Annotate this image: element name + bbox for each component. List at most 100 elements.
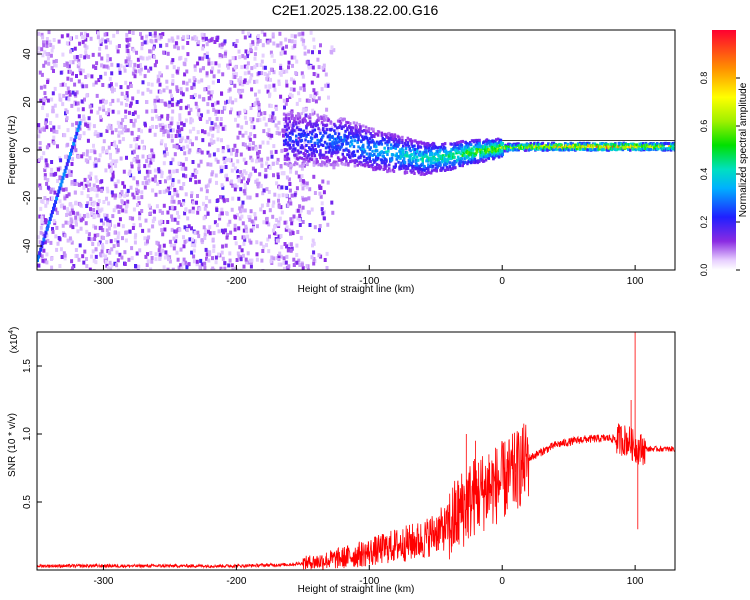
spectrogram-cell [260,30,264,35]
spectrogram-ridge-cell [415,148,419,152]
spectrogram-cell [76,154,80,159]
spectrogram-cell [241,253,245,258]
spectrogram-cell [149,160,153,165]
spectrogram-cell [157,167,161,172]
spectrogram-cell [231,162,235,167]
spectrogram-ridge-cell [394,146,397,150]
spectrogram-ridge-cell [353,164,357,168]
spectrogram-ridge-cell [303,159,306,163]
spectrogram-cell [47,52,51,57]
snr-y-axis: 0.51.01.5 [22,359,42,509]
spectrogram-ridge-cell [357,138,360,142]
spectrogram-cell [167,257,170,262]
spectrogram-cell [231,196,235,201]
spectrogram-cell [289,169,293,174]
spectrogram-cell [67,220,71,225]
spectrogram-cell [314,99,318,104]
spectrogram-ridge-cell [464,160,467,164]
spectrogram-ridge-cell [649,142,652,145]
spectrogram-cell [311,65,315,70]
spectrogram-cell [38,240,42,245]
spectrogram-cell [306,268,310,270]
spectrogram-cell [161,125,165,130]
spectrogram-cell [141,181,145,186]
spectrogram-cell [195,262,199,267]
spectrogram-cell [225,177,229,182]
spectrogram-cell [253,168,257,173]
spectrogram-cell [220,91,224,96]
spectrogram-cell [146,87,150,92]
spectrogram-cell [277,204,281,209]
spectrogram-cell [95,178,99,183]
spectrogram-ridge-cell [308,113,312,117]
spectrogram-cell [265,220,269,225]
spectrogram-cell [160,114,164,119]
spectrogram-cell [159,141,163,146]
spectrogram-cell [225,211,229,216]
spectrogram-cell [144,268,148,270]
spectrogram-cell [253,56,257,61]
spectrogram-cell [73,46,77,51]
spectrogram-cell [272,173,275,178]
spectrogram-cell [66,64,70,69]
spectrogram-cell [77,79,81,84]
spectrogram-cell [79,68,83,73]
spectrogram-cell [262,188,266,193]
spectrogram-cell [265,161,269,166]
spectrogram-cell [138,216,142,221]
spectrogram-ridge-cell [317,127,320,131]
spectrogram-cell [125,94,129,99]
spectrogram-ridge-cell [371,134,374,138]
spectrogram-cell [131,150,135,155]
spectrogram-ridge-cell [484,150,488,154]
spectrogram-cell [221,126,225,131]
spectrogram-cell [312,250,316,255]
spectrogram-cell [75,222,78,227]
spectrogram-cell [215,199,219,203]
spectrogram-cell [38,70,42,75]
spectrogram-ridge-cell [302,163,305,167]
spectrogram-ridge-cell [288,143,291,147]
spectrogram-cell [272,256,276,261]
spectrogram-cell [260,161,264,166]
spectrogram-cell [242,235,246,240]
spectrogram-cell [163,101,167,106]
spectrogram-cell [326,222,330,227]
spectrogram-cell [197,234,201,239]
spectrogram-cell [207,90,211,95]
spectrogram-cell [42,101,46,106]
spectrogram-cell [208,153,212,158]
spectrogram-cell [280,50,284,55]
spectrogram-cell [51,109,55,114]
spectrogram-cell [192,248,196,253]
spectrogram-ridge-cell [463,145,466,149]
spectrogram-cell [220,211,224,216]
spectrogram-cell [116,240,120,245]
spectrogram-cell [228,87,232,92]
spectrogram-ridge-cell [429,149,433,152]
spectrogram-cell [212,248,216,253]
spectrogram-ridge-cell [545,145,548,149]
spectrogram-cell [202,66,205,71]
spectrogram-cell [53,86,57,91]
spectrogram-cell [244,160,248,165]
spectrogram-cell [99,225,103,230]
spectrogram-ridge-cell [384,167,387,171]
spectrogram-cell [301,220,305,224]
spectrogram-cell [170,116,174,121]
spectrogram-ridge-cell [384,162,387,166]
spectrogram-cell [182,244,186,249]
spectrogram-ridge-cell [284,138,288,142]
spectrogram-cell [322,216,326,221]
spectrogram-cell [86,212,90,217]
spectrogram-cell [131,71,135,76]
spectrogram-ridge-cell [330,142,333,146]
spectrogram-cell [132,149,136,154]
spectrogram-cell [266,203,270,207]
spectrogram-cell [158,252,162,257]
spectrogram-cell [305,130,309,135]
spectrogram-ridge-cell [403,141,407,145]
spectrogram-cell [58,93,62,98]
spectrogram-cell [149,251,153,255]
spectrogram-cell [211,256,214,261]
